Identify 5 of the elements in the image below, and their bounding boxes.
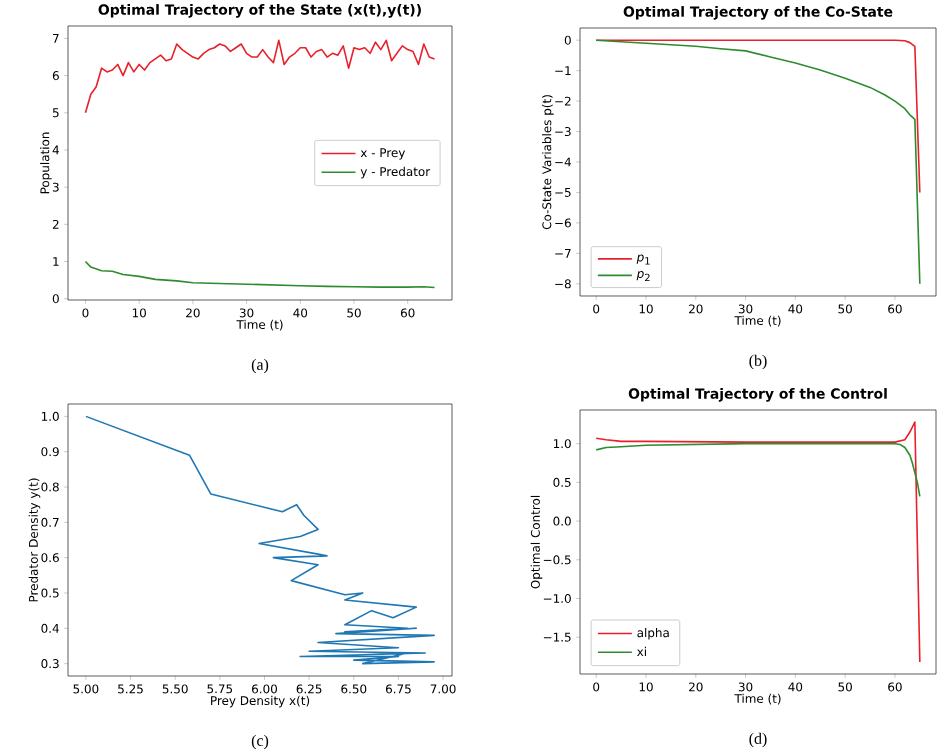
line-series [84,39,436,114]
line-series [85,415,435,665]
line-series [595,39,921,285]
line-series [595,442,921,498]
line-series [595,421,921,663]
